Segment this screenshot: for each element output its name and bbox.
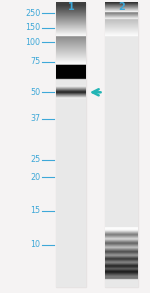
Text: 1: 1 [68,2,75,12]
Text: 150: 150 [25,23,40,32]
Text: 10: 10 [30,240,40,249]
Text: 100: 100 [26,38,40,47]
Bar [56,3,86,287]
Text: 75: 75 [30,57,40,66]
Text: 2: 2 [118,2,125,12]
Text: 15: 15 [30,207,40,215]
Text: 20: 20 [30,173,40,182]
Text: 50: 50 [30,88,40,97]
Text: 25: 25 [30,155,40,164]
Text: 37: 37 [30,114,40,123]
Bar [105,3,138,287]
Text: 250: 250 [25,9,40,18]
